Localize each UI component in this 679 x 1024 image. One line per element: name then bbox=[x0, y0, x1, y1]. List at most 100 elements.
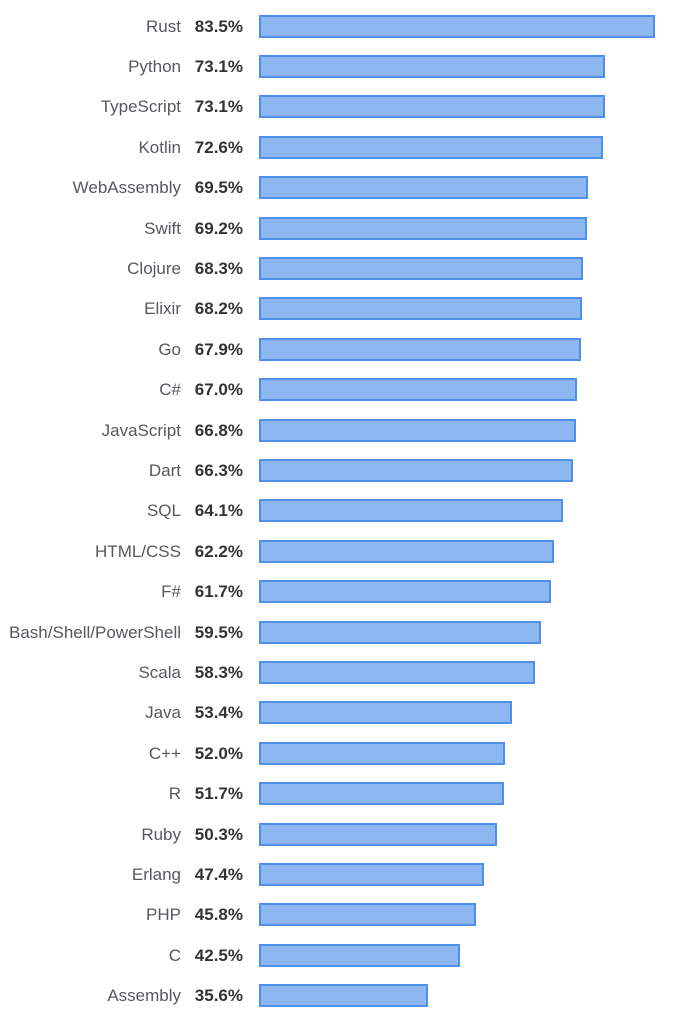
value-label: 42.5% bbox=[194, 945, 243, 965]
category-label: C# bbox=[159, 380, 181, 400]
category-label: Go bbox=[158, 339, 181, 359]
value-label: 68.2% bbox=[194, 299, 243, 319]
category-label: Kotlin bbox=[138, 137, 181, 157]
bar bbox=[259, 741, 506, 765]
chart-row: PHP 45.8% bbox=[0, 895, 679, 935]
chart-row: HTML/CSS 62.2% bbox=[0, 531, 679, 571]
bar bbox=[259, 458, 574, 482]
value-label: 62.2% bbox=[194, 541, 243, 561]
value-label: 67.0% bbox=[194, 380, 243, 400]
category-label: HTML/CSS bbox=[95, 541, 181, 561]
chart-row: Go 67.9% bbox=[0, 329, 679, 369]
category-label: PHP bbox=[146, 905, 181, 925]
value-label: 64.1% bbox=[194, 501, 243, 521]
value-label: 61.7% bbox=[194, 582, 243, 602]
category-label: Ruby bbox=[141, 824, 181, 844]
value-label: 50.3% bbox=[194, 824, 243, 844]
category-label: Elixir bbox=[144, 299, 181, 319]
bar bbox=[259, 378, 577, 402]
chart-row: Ruby 50.3% bbox=[0, 814, 679, 854]
bar bbox=[259, 822, 498, 846]
chart-row: Kotlin 72.6% bbox=[0, 127, 679, 167]
category-label: R bbox=[168, 784, 181, 804]
category-label: WebAssembly bbox=[72, 178, 181, 198]
bar bbox=[259, 95, 606, 119]
bar bbox=[259, 55, 606, 79]
chart-row: C++ 52.0% bbox=[0, 733, 679, 773]
chart-row: C 42.5% bbox=[0, 935, 679, 975]
chart-row: Assembly 35.6% bbox=[0, 975, 679, 1015]
category-label: Python bbox=[128, 57, 181, 77]
value-label: 68.3% bbox=[194, 259, 243, 279]
bar bbox=[259, 499, 563, 523]
category-label: Dart bbox=[148, 460, 181, 480]
chart-row: Bash/Shell/PowerShell 59.5% bbox=[0, 612, 679, 652]
value-label: 58.3% bbox=[194, 662, 243, 682]
category-label: JavaScript bbox=[101, 420, 181, 440]
category-label: C bbox=[168, 945, 181, 965]
bar bbox=[259, 176, 589, 200]
category-label: Java bbox=[145, 703, 181, 723]
value-label: 67.9% bbox=[194, 339, 243, 359]
bar bbox=[259, 620, 542, 644]
chart-row: Java 53.4% bbox=[0, 693, 679, 733]
category-label: Assembly bbox=[107, 986, 181, 1006]
value-label: 69.2% bbox=[194, 218, 243, 238]
chart-row: SQL 64.1% bbox=[0, 491, 679, 531]
value-label: 52.0% bbox=[194, 743, 243, 763]
bar bbox=[259, 782, 505, 806]
value-label: 83.5% bbox=[194, 16, 243, 36]
category-label: Scala bbox=[138, 662, 181, 682]
chart-row: C# 67.0% bbox=[0, 370, 679, 410]
chart-row: R 51.7% bbox=[0, 773, 679, 813]
value-label: 59.5% bbox=[194, 622, 243, 642]
value-label: 73.1% bbox=[194, 97, 243, 117]
value-label: 35.6% bbox=[194, 986, 243, 1006]
value-label: 66.8% bbox=[194, 420, 243, 440]
value-label: 69.5% bbox=[194, 178, 243, 198]
category-label: SQL bbox=[146, 501, 181, 521]
bar bbox=[259, 701, 513, 725]
bar bbox=[259, 943, 461, 967]
bar bbox=[259, 297, 583, 321]
bar bbox=[259, 660, 536, 684]
category-label: F# bbox=[161, 582, 181, 602]
value-label: 66.3% bbox=[194, 460, 243, 480]
bar bbox=[259, 337, 581, 361]
bar bbox=[259, 539, 554, 563]
chart-row: Scala 58.3% bbox=[0, 652, 679, 692]
chart-row: Clojure 68.3% bbox=[0, 248, 679, 288]
category-label: Bash/Shell/PowerShell bbox=[9, 622, 181, 642]
bar bbox=[259, 216, 587, 240]
chart-row: Dart 66.3% bbox=[0, 450, 679, 490]
value-label: 51.7% bbox=[194, 784, 243, 804]
chart-row: Rust 83.5% bbox=[0, 6, 679, 46]
bar bbox=[259, 984, 428, 1008]
value-label: 73.1% bbox=[194, 57, 243, 77]
category-label: Swift bbox=[144, 218, 181, 238]
bar bbox=[259, 862, 484, 886]
bar bbox=[259, 257, 583, 281]
chart-row: Python 73.1% bbox=[0, 46, 679, 86]
bar bbox=[259, 135, 604, 159]
chart-row: Elixir 68.2% bbox=[0, 289, 679, 329]
value-label: 47.4% bbox=[194, 864, 243, 884]
bar bbox=[259, 418, 576, 442]
category-label: TypeScript bbox=[100, 97, 181, 117]
chart-row: Swift 69.2% bbox=[0, 208, 679, 248]
bar bbox=[259, 903, 477, 927]
chart-row: WebAssembly 69.5% bbox=[0, 168, 679, 208]
value-label: 45.8% bbox=[194, 905, 243, 925]
category-label: Clojure bbox=[127, 259, 181, 279]
bar bbox=[259, 14, 655, 38]
value-label: 53.4% bbox=[194, 703, 243, 723]
chart-row: TypeScript 73.1% bbox=[0, 87, 679, 127]
value-label: 72.6% bbox=[194, 137, 243, 157]
chart-row: Erlang 47.4% bbox=[0, 854, 679, 894]
category-label: Erlang bbox=[131, 864, 181, 884]
category-label: C++ bbox=[148, 743, 181, 763]
category-label: Rust bbox=[146, 16, 181, 36]
chart-row: JavaScript 66.8% bbox=[0, 410, 679, 450]
chart-row: F# 61.7% bbox=[0, 571, 679, 611]
